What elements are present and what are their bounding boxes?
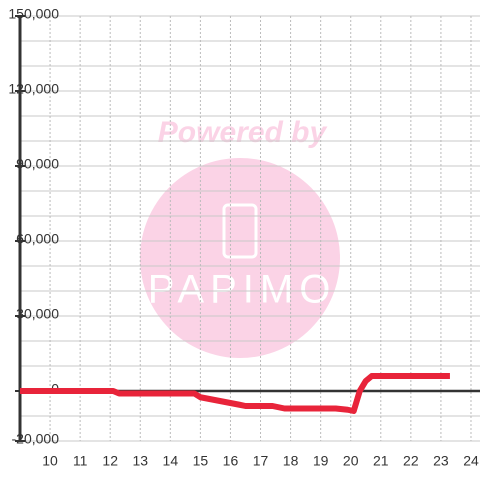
y-tick-label: 150,000 xyxy=(8,6,59,22)
x-tick-label: 21 xyxy=(373,453,389,469)
line-series xyxy=(20,373,450,414)
y-tick-label: 120,000 xyxy=(8,81,59,97)
watermark: Powered by PAPIMO xyxy=(140,116,340,358)
x-tick-label: 15 xyxy=(193,453,209,469)
y-tick-label: 30,000 xyxy=(16,306,59,322)
x-tick-label: 23 xyxy=(433,453,449,469)
y-tick-label: -20,000 xyxy=(12,431,60,447)
watermark-icon xyxy=(222,203,258,259)
x-tick-label: 18 xyxy=(283,453,299,469)
x-tick-label: 10 xyxy=(42,453,58,469)
x-tick-label: 19 xyxy=(313,453,329,469)
x-tick-label: 17 xyxy=(253,453,269,469)
watermark-text: Powered by xyxy=(158,116,328,149)
x-tick-label: 16 xyxy=(223,453,239,469)
x-tick-label: 20 xyxy=(343,453,359,469)
x-tick-label: 24 xyxy=(463,453,479,469)
y-tick-label: 60,000 xyxy=(16,231,59,247)
x-tick-label: 11 xyxy=(73,453,88,469)
watermark-logo: PAPIMO xyxy=(148,268,337,312)
x-tick-label: 13 xyxy=(132,453,148,469)
x-tick-label: 12 xyxy=(102,453,118,469)
y-tick-label: 90,000 xyxy=(16,156,59,172)
x-tick-label: 14 xyxy=(163,453,179,469)
x-tick-label: 22 xyxy=(403,453,419,469)
